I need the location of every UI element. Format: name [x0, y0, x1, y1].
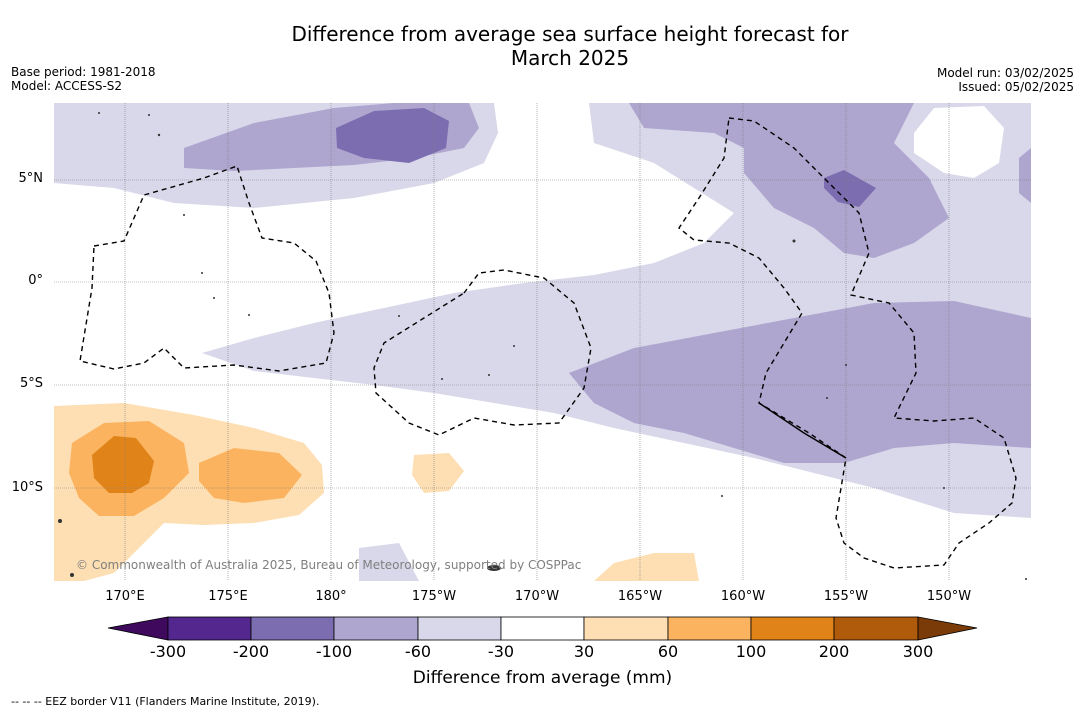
lon-label-165w: 165°W [617, 589, 663, 604]
island [70, 573, 74, 577]
island [398, 315, 400, 317]
island [721, 495, 723, 497]
issued-date: Issued: 05/02/2025 [958, 80, 1074, 94]
map-panel [54, 103, 1031, 581]
anomaly-region-southeast-light-orange [594, 553, 699, 581]
colorbar-segment-7 [667, 616, 752, 641]
colorbar-segment-4 [417, 616, 502, 641]
island [98, 112, 100, 114]
colorbar [107, 616, 978, 641]
model-name: Model: ACCESS-S2 [11, 79, 123, 93]
colorbar-segment-1 [167, 616, 252, 641]
island [845, 364, 847, 366]
lon-label-175w: 175°W [411, 589, 457, 604]
anomaly-region-southwest-dark-orange [92, 436, 154, 493]
eez-border-phoenix [373, 269, 592, 436]
base-period: Base period: 1981-2018 [11, 65, 156, 79]
colorbar-tick: -200 [232, 642, 270, 661]
colorbar-label: Difference from average (mm) [412, 668, 673, 688]
lon-label-155w: 155°W [823, 589, 869, 604]
colorbar-segment-6 [583, 616, 669, 641]
island [1025, 578, 1027, 580]
island [148, 114, 150, 116]
meta-left: Base period: 1981-2018 Model: ACCESS-S2 [11, 65, 156, 93]
colorbar-segment-9 [833, 616, 919, 641]
map-svg [54, 103, 1031, 581]
colorbar-tick: 200 [818, 642, 850, 661]
anomaly-region-south-light-orange [412, 453, 464, 493]
eez-border-kiribati-gilbert [79, 165, 335, 372]
colorbar-extend-low [107, 616, 169, 641]
colorbar-tick: 60 [657, 642, 679, 661]
anomaly-region-north-dark [336, 108, 449, 163]
anomaly-region-east-mid [569, 301, 1031, 463]
lon-label-180: 180° [315, 589, 347, 604]
colorbar-tick: 300 [902, 642, 934, 661]
island [943, 487, 945, 489]
lat-label-0: 0° [28, 273, 43, 288]
maritime-boundary-line [758, 402, 847, 459]
colorbar-segment-3 [333, 616, 419, 641]
map-title: Difference from average sea surface heig… [0, 22, 1085, 70]
island [441, 378, 443, 380]
copyright-notice: © Commonwealth of Australia 2025, Bureau… [76, 558, 582, 572]
colorbar-extend-high [917, 616, 978, 641]
island [488, 374, 490, 376]
colorbar-segment-2 [250, 616, 335, 641]
lon-label-175e: 175°E [208, 589, 248, 604]
colorbar-segment-8 [750, 616, 835, 641]
island [248, 314, 250, 316]
colorbar-segment-5 [500, 616, 585, 641]
island [513, 345, 515, 347]
lon-label-170e: 170°E [105, 589, 145, 604]
island [213, 297, 215, 299]
colorbar-tick: -300 [149, 642, 187, 661]
colorbar-tick: -30 [487, 642, 515, 661]
lat-label-5n: 5°N [18, 171, 44, 186]
eez-legend: -- -- -- EEZ border V11 (Flanders Marine… [11, 695, 320, 708]
lat-label-5s: 5°S [19, 376, 43, 391]
title-line-1: Difference from average sea surface heig… [291, 22, 849, 46]
title-line-2: March 2025 [510, 46, 630, 70]
colorbar-tick: -100 [315, 642, 353, 661]
islands [58, 112, 1027, 580]
anomaly-region-far-east-mid [1019, 148, 1031, 203]
colorbar-tick: 100 [735, 642, 767, 661]
anomaly-region-southwest-light [359, 543, 419, 581]
island [792, 239, 796, 243]
island [157, 133, 161, 137]
meta-right: Model run: 03/02/2025 Issued: 05/02/2025 [937, 66, 1074, 94]
island [201, 272, 203, 274]
lon-label-160w: 160°W [720, 589, 766, 604]
island [183, 214, 185, 216]
eez-borders [79, 117, 1017, 569]
anomaly-region-northeast-neutral [914, 106, 1004, 178]
model-run: Model run: 03/02/2025 [936, 66, 1074, 80]
lon-label-170w: 170°W [514, 589, 560, 604]
island [58, 519, 62, 523]
eez-border-line-islands [678, 117, 1017, 569]
island [487, 565, 501, 571]
anomaly-region-east-dark [824, 170, 876, 207]
anomaly-region-northeast-mid [629, 103, 949, 258]
lat-label-10s: 10°S [11, 480, 43, 495]
lon-label-150w: 150°W [926, 589, 972, 604]
anomaly-region-southwest-mid-orange-east [199, 448, 302, 503]
colorbar-tick: 30 [573, 642, 595, 661]
colorbar-tick: -60 [404, 642, 432, 661]
island [826, 397, 828, 399]
